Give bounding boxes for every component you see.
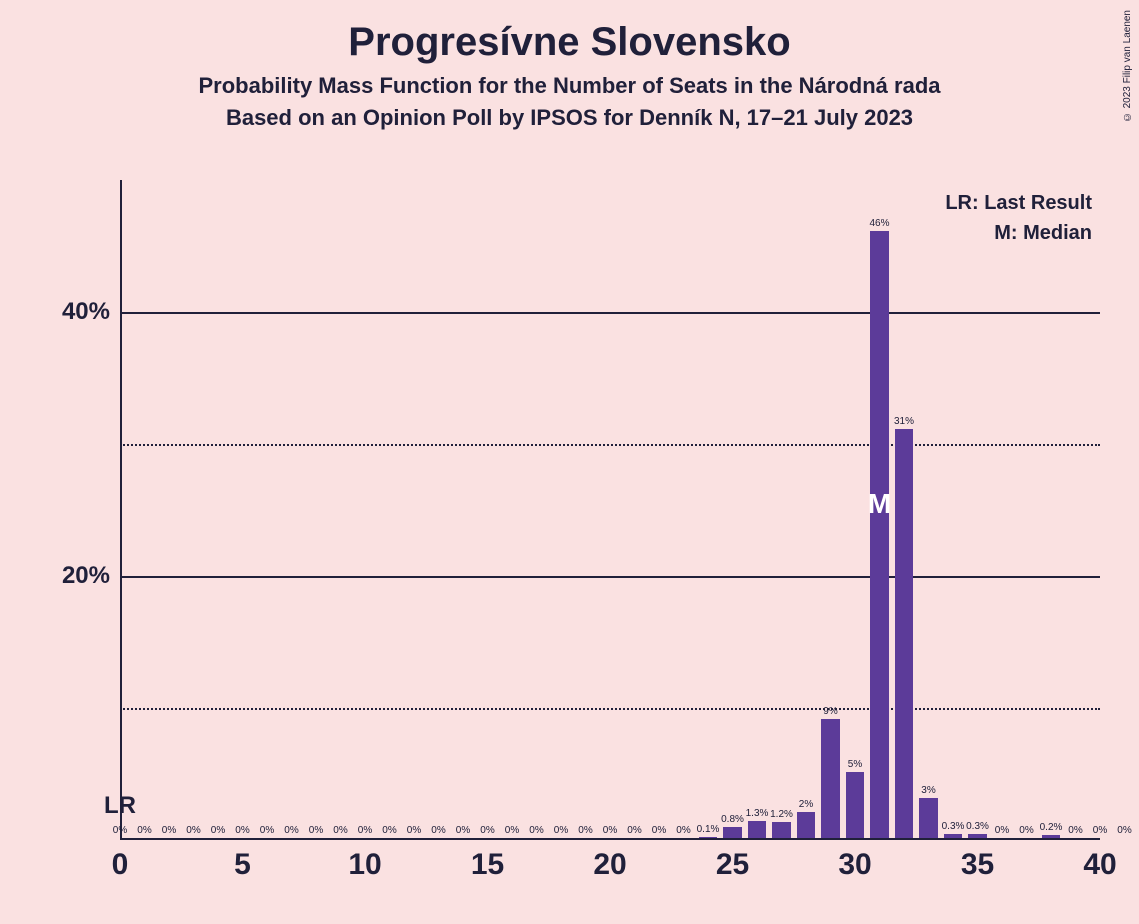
bar-value-label: 0% — [1093, 825, 1107, 836]
bar — [772, 822, 790, 838]
bar-value-label: 0% — [162, 825, 176, 836]
title-block: Progresívne Slovensko Probability Mass F… — [0, 0, 1139, 131]
bar-value-label: 0% — [676, 825, 690, 836]
bar — [968, 834, 986, 838]
bar-value-label: 9% — [823, 706, 837, 717]
bar-value-label: 0.1% — [697, 824, 720, 835]
grid-line-minor — [120, 708, 1100, 710]
bar — [723, 827, 741, 838]
bar-value-label: 0% — [260, 825, 274, 836]
bar — [944, 834, 962, 838]
bar-value-label: 31% — [894, 416, 914, 427]
bar-value-label: 0% — [578, 825, 592, 836]
bar — [1042, 835, 1060, 838]
bar-value-label: 0% — [652, 825, 666, 836]
bar-value-label: 0% — [1068, 825, 1082, 836]
x-tick-label: 20 — [593, 848, 626, 882]
y-tick-label: 40% — [62, 298, 110, 326]
bar-value-label: 0% — [995, 825, 1009, 836]
bar-value-label: 0% — [431, 825, 445, 836]
bar-value-label: 3% — [921, 785, 935, 796]
bar-value-label: 0% — [505, 825, 519, 836]
legend-lr: LR: Last Result — [945, 192, 1092, 215]
x-axis — [120, 838, 1100, 840]
bar-value-label: 0% — [358, 825, 372, 836]
bar-value-label: 46% — [869, 218, 889, 229]
bar-value-label: 0% — [113, 825, 127, 836]
x-tick-label: 25 — [716, 848, 749, 882]
bar-value-label: 0% — [554, 825, 568, 836]
x-tick-label: 10 — [348, 848, 381, 882]
copyright-note: © 2023 Filip van Laenen — [1122, 10, 1133, 122]
x-tick-label: 35 — [961, 848, 994, 882]
bar-value-label: 0% — [137, 825, 151, 836]
bar-value-label: 0% — [333, 825, 347, 836]
bar — [699, 837, 717, 838]
bar-value-label: 5% — [848, 759, 862, 770]
bar — [846, 772, 864, 838]
bar-value-label: 0% — [235, 825, 249, 836]
x-tick-label: 40 — [1083, 848, 1116, 882]
bar — [895, 429, 913, 838]
x-tick-label: 15 — [471, 848, 504, 882]
bar-value-label: 0.3% — [966, 821, 989, 832]
grid-line-minor — [120, 444, 1100, 446]
bar-value-label: 0% — [1117, 825, 1131, 836]
grid-line — [120, 312, 1100, 314]
subtitle-2: Based on an Opinion Poll by IPSOS for De… — [0, 105, 1139, 131]
bar-value-label: 0% — [284, 825, 298, 836]
x-tick-label: 30 — [838, 848, 871, 882]
bar-value-label: 0% — [480, 825, 494, 836]
bar-value-label: 0% — [186, 825, 200, 836]
median-marker: M — [868, 488, 891, 520]
bar — [919, 798, 937, 838]
bar-value-label: 0% — [456, 825, 470, 836]
bar-value-label: 0.3% — [942, 821, 965, 832]
bar-value-label: 1.3% — [746, 808, 769, 819]
bar-value-label: 0% — [627, 825, 641, 836]
legend-m: M: Median — [994, 222, 1092, 245]
bar-value-label: 0.8% — [721, 814, 744, 825]
y-axis — [120, 180, 122, 840]
x-tick-label: 0 — [112, 848, 129, 882]
bar-value-label: 0% — [529, 825, 543, 836]
bar-value-label: 1.2% — [770, 809, 793, 820]
bar-value-label: 0% — [407, 825, 421, 836]
x-tick-label: 5 — [234, 848, 251, 882]
bar — [748, 821, 766, 838]
bar-value-label: 0% — [603, 825, 617, 836]
bar-value-label: 0% — [1019, 825, 1033, 836]
bar-value-label: 0% — [211, 825, 225, 836]
bar — [821, 719, 839, 838]
bar-value-label: 2% — [799, 799, 813, 810]
lr-marker: LR — [104, 792, 136, 820]
bar — [797, 812, 815, 838]
bar — [870, 231, 888, 838]
y-tick-label: 20% — [62, 562, 110, 590]
grid-line — [120, 576, 1100, 578]
bar-value-label: 0% — [382, 825, 396, 836]
bar-value-label: 0.2% — [1040, 822, 1063, 833]
subtitle-1: Probability Mass Function for the Number… — [0, 73, 1139, 99]
main-title: Progresívne Slovensko — [0, 20, 1139, 65]
chart-area: LR: Last Result M: Median 20%40%05101520… — [120, 180, 1100, 840]
bar-value-label: 0% — [309, 825, 323, 836]
